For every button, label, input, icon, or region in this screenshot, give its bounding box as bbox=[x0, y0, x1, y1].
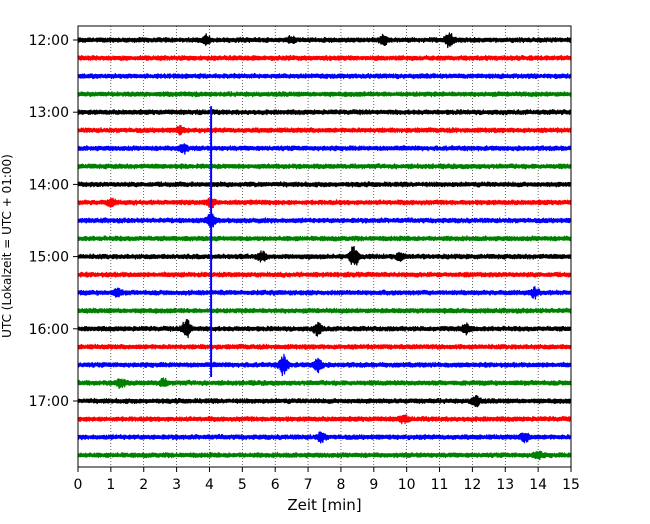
x-axis-ticks: 0 1 2 3 4 5 6 7 8 9 10 11 12 13 14 15 bbox=[74, 467, 580, 493]
trace-1230 bbox=[77, 72, 572, 80]
trace-1730 bbox=[77, 431, 572, 444]
trace-1600 bbox=[77, 318, 572, 339]
trace-1630 bbox=[77, 353, 572, 377]
y-tick-label-1300: 13:00 bbox=[29, 105, 69, 121]
trace-1330 bbox=[77, 143, 572, 155]
x-tick-label-15: 15 bbox=[562, 477, 580, 493]
trace-1430 bbox=[77, 213, 572, 229]
trace-1515 bbox=[77, 271, 572, 278]
y-axis-ticks: 12:00 13:00 14:00 15:00 16:00 17:00 bbox=[29, 33, 78, 410]
x-tick-label-5: 5 bbox=[238, 477, 247, 493]
x-tick-label-2: 2 bbox=[139, 477, 148, 493]
y-tick-label-1500: 15:00 bbox=[29, 250, 69, 266]
x-tick-label-10: 10 bbox=[398, 477, 416, 493]
y-axis-label: UTC (Lokalzeit = UTC + 01:00) bbox=[0, 154, 14, 338]
trace-1700 bbox=[77, 395, 572, 408]
x-tick-label-7: 7 bbox=[304, 477, 313, 493]
y-tick-label-1600: 16:00 bbox=[29, 322, 69, 338]
trace-1530 bbox=[77, 286, 572, 300]
trace-1645 bbox=[77, 377, 572, 389]
x-tick-label-1: 1 bbox=[106, 477, 115, 493]
trace-1215 bbox=[77, 54, 572, 62]
trace-1200 bbox=[77, 32, 572, 49]
trace-1415 bbox=[77, 197, 572, 209]
trace-1545 bbox=[77, 307, 572, 314]
x-tick-label-0: 0 bbox=[74, 477, 83, 493]
x-tick-label-8: 8 bbox=[336, 477, 345, 493]
x-tick-label-9: 9 bbox=[369, 477, 378, 493]
trace-1400 bbox=[77, 181, 572, 188]
trace-1345 bbox=[77, 163, 572, 170]
x-tick-label-14: 14 bbox=[529, 477, 547, 493]
trace-1500 bbox=[77, 245, 572, 266]
trace-1715 bbox=[77, 414, 572, 425]
trace-1615 bbox=[77, 343, 572, 351]
y-tick-label-1700: 17:00 bbox=[29, 394, 69, 410]
x-tick-label-12: 12 bbox=[463, 477, 481, 493]
x-tick-label-11: 11 bbox=[431, 477, 449, 493]
x-tick-label-6: 6 bbox=[271, 477, 280, 493]
trace-1300 bbox=[77, 108, 572, 116]
x-tick-label-3: 3 bbox=[172, 477, 181, 493]
x-tick-label-4: 4 bbox=[205, 477, 214, 493]
trace-1315 bbox=[77, 124, 572, 136]
trace-1245 bbox=[77, 91, 572, 98]
plot-frame bbox=[77, 25, 572, 468]
y-tick-label-1400: 14:00 bbox=[29, 177, 69, 193]
y-tick-label-1200: 12:00 bbox=[29, 33, 69, 49]
seismogram-traces bbox=[77, 32, 572, 461]
trace-1445 bbox=[77, 235, 572, 242]
trace-1745 bbox=[77, 450, 572, 461]
x-tick-label-13: 13 bbox=[496, 477, 514, 493]
x-axis-label: Zeit [min] bbox=[287, 496, 361, 514]
